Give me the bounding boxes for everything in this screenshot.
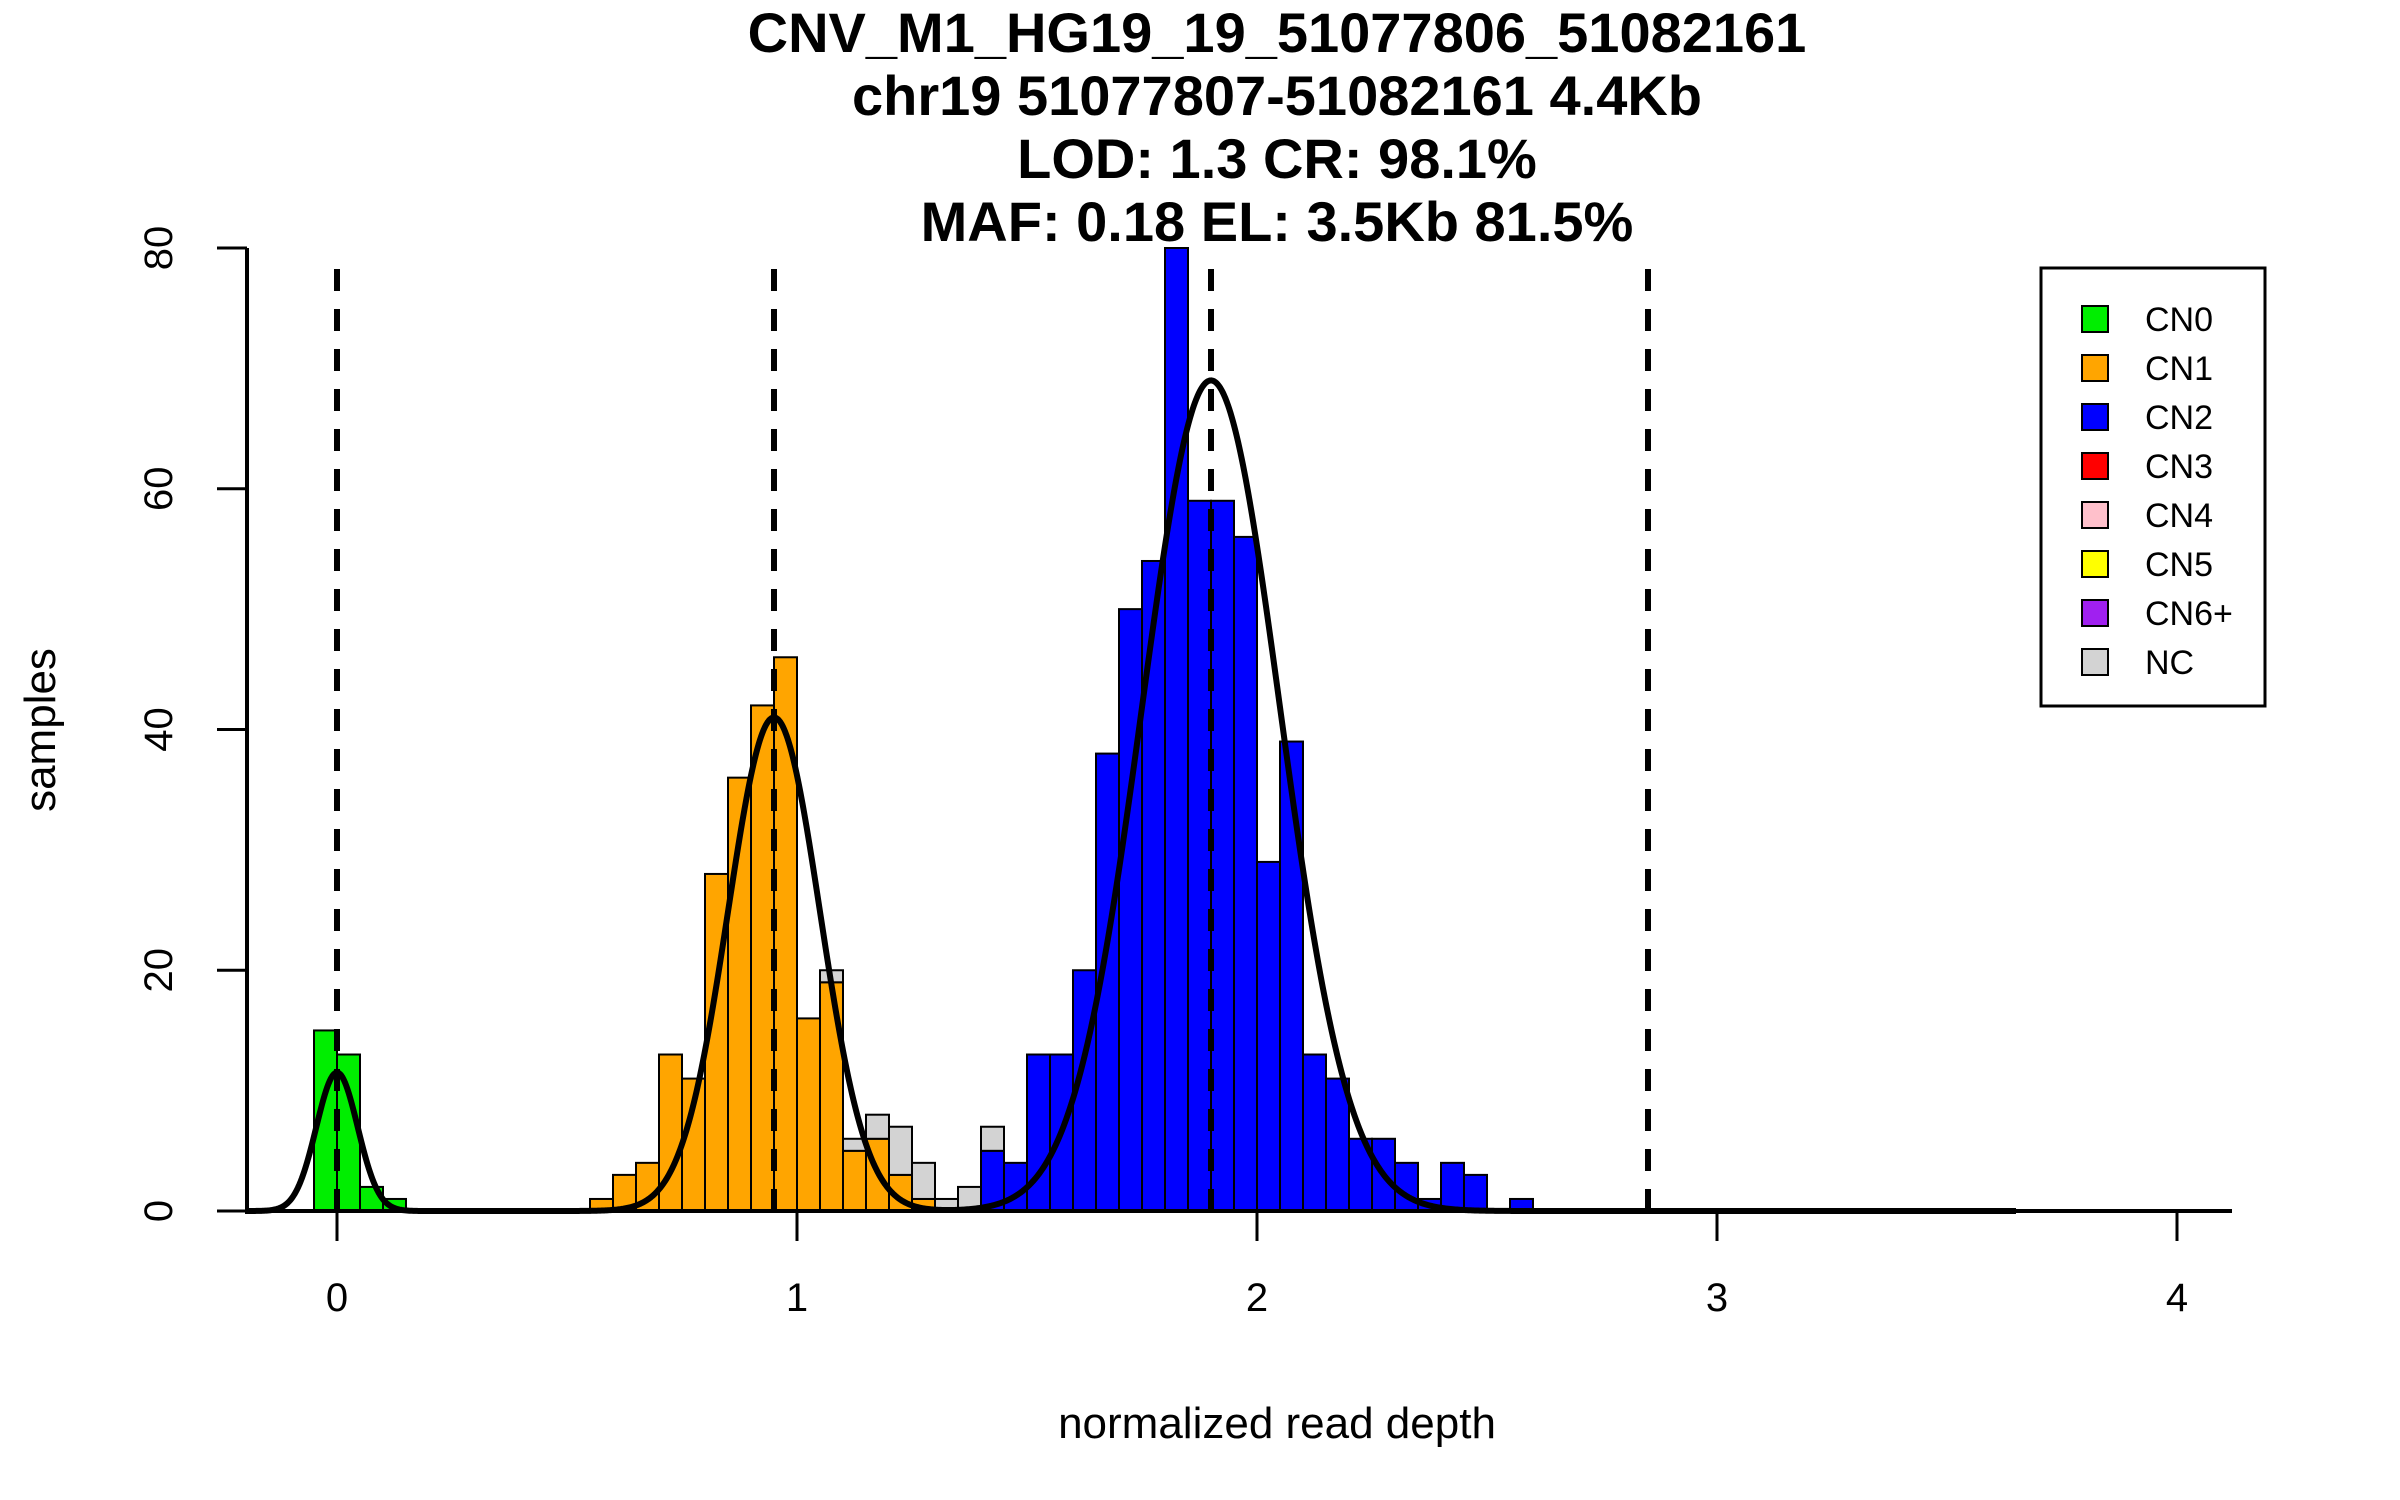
legend-label-nc: NC	[2145, 644, 2194, 682]
bar-cn2-34	[1279, 740, 1304, 1212]
y-tick-label-80: 80	[137, 226, 181, 271]
bar-cn2-30	[1187, 499, 1212, 1213]
legend-swatch-cn5	[2081, 550, 2109, 578]
bar-nc-17	[888, 1125, 913, 1176]
x-tick-label-2: 2	[1246, 1276, 1268, 1320]
x-tick-label-0: 0	[326, 1276, 348, 1320]
bar-cn2-31	[1210, 499, 1235, 1213]
legend-swatch-cn2	[2081, 403, 2109, 431]
legend-label-cn3: CN3	[2145, 448, 2213, 486]
bar-nc-16	[865, 1113, 890, 1140]
histogram-bars	[313, 247, 1534, 1213]
legend-label-cn6plus: CN6+	[2145, 595, 2233, 633]
legend-swatch-cn4	[2081, 501, 2109, 529]
bar-cn2-33	[1256, 860, 1281, 1212]
bar-cn1-15	[842, 1149, 867, 1213]
bar-cn2-35	[1302, 1053, 1327, 1213]
bar-cn2-29	[1164, 247, 1189, 1212]
y-tick-label-60: 60	[137, 467, 181, 512]
legend-label-cn1: CN1	[2145, 350, 2213, 388]
legend-swatch-cn1	[2081, 354, 2109, 382]
legend-swatch-nc	[2081, 648, 2109, 676]
title-line-2: chr19 51077807-51082161 4.4Kb	[852, 64, 1702, 127]
bar-cn1-11	[750, 704, 775, 1212]
x-tick-label-1: 1	[786, 1276, 808, 1320]
copy-number-reference-lines	[334, 266, 1651, 1211]
legend-box	[2039, 266, 2267, 708]
legend-label-cn5: CN5	[2145, 546, 2213, 584]
legend-swatch-cn0	[2081, 305, 2109, 333]
legend-label-cn0: CN0	[2145, 301, 2213, 339]
x-axis-label: normalized read depth	[1058, 1399, 1496, 1448]
bar-nc-21	[980, 1125, 1005, 1152]
title-line-4: MAF: 0.18 EL: 3.5Kb 81.5%	[921, 190, 1634, 253]
legend: CN0 CN1 CN2 CN3 CN4 CN5 CN6+ NC	[2039, 266, 2267, 708]
bar-cn2-32	[1233, 535, 1258, 1212]
title-line-1: CNV_M1_HG19_19_51077806_51082161	[748, 1, 1807, 64]
bar-cn2-36	[1325, 1077, 1350, 1212]
y-axis-label: samples	[16, 648, 65, 812]
y-tick-label-0: 0	[137, 1200, 181, 1222]
bar-cn2-28	[1141, 559, 1166, 1212]
y-tick-label-20: 20	[137, 948, 181, 993]
legend-label-cn2: CN2	[2145, 399, 2213, 437]
bar-nc-18	[911, 1161, 936, 1200]
x-axis-ticks: 0 1 2 3 4	[326, 1211, 2188, 1320]
legend-swatch-cn6plus	[2081, 599, 2109, 627]
title-line-3: LOD: 1.3 CR: 98.1%	[1017, 127, 1537, 190]
legend-swatch-cn3	[2081, 452, 2109, 480]
bar-cn1-13	[796, 1017, 821, 1213]
bar-cn2-27	[1118, 608, 1143, 1213]
bar-cn2-42	[1463, 1173, 1488, 1213]
x-tick-label-4: 4	[2166, 1276, 2188, 1320]
chart-title: CNV_M1_HG19_19_51077806_51082161 chr19 5…	[748, 1, 1807, 253]
y-tick-label-40: 40	[137, 707, 181, 752]
legend-label-cn4: CN4	[2145, 497, 2213, 535]
x-tick-label-3: 3	[1706, 1276, 1728, 1320]
y-axis-ticks: 0 20 40 60 80	[137, 226, 247, 1222]
bar-cn2-41	[1440, 1161, 1465, 1212]
